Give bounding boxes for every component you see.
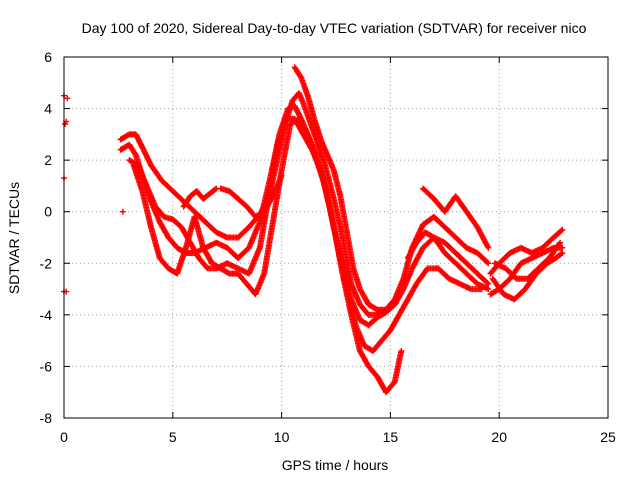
chart-title: Day 100 of 2020, Sidereal Day-to-day VTE… bbox=[82, 20, 587, 36]
data-point bbox=[119, 208, 126, 215]
series-track-4 bbox=[130, 115, 405, 396]
series-track-6 bbox=[217, 172, 285, 220]
data-point bbox=[558, 250, 565, 257]
x-tick-label: 0 bbox=[60, 429, 68, 445]
series-track-9 bbox=[404, 229, 492, 293]
y-tick-label: 0 bbox=[44, 204, 52, 220]
series-track-5 bbox=[291, 64, 389, 313]
data-point bbox=[558, 227, 565, 234]
data-point bbox=[485, 244, 492, 251]
data-point bbox=[398, 348, 405, 354]
plot-frame bbox=[63, 56, 609, 419]
data-point bbox=[485, 286, 492, 293]
data-point bbox=[485, 260, 492, 267]
data-point bbox=[278, 172, 285, 179]
data-point bbox=[484, 259, 491, 266]
x-tick-label: 5 bbox=[169, 429, 177, 445]
series-track-8 bbox=[420, 185, 492, 251]
y-tick-label: 4 bbox=[44, 101, 52, 117]
series-track-10 bbox=[487, 226, 566, 277]
data-point bbox=[212, 186, 219, 193]
x-axis-title: GPS time / hours bbox=[282, 457, 389, 473]
x-tick-label: 10 bbox=[274, 429, 290, 445]
data-point bbox=[559, 250, 566, 256]
series-track-13 bbox=[491, 239, 564, 282]
y-tick-label: 6 bbox=[44, 49, 52, 65]
data-point bbox=[559, 226, 566, 233]
data-point bbox=[556, 240, 563, 247]
data-point bbox=[559, 244, 566, 251]
data-point bbox=[383, 306, 389, 313]
data-point bbox=[557, 239, 564, 246]
data-marks bbox=[61, 64, 566, 396]
y-tick-label: -4 bbox=[40, 307, 53, 323]
data-point bbox=[485, 280, 492, 287]
y-tick-label: -2 bbox=[40, 255, 53, 271]
x-tick-label: 15 bbox=[383, 429, 399, 445]
data-point bbox=[213, 185, 220, 192]
y-tick-label: -8 bbox=[40, 410, 53, 426]
series-track-12 bbox=[489, 250, 566, 303]
y-tick-label: -6 bbox=[40, 358, 53, 374]
x-tick-label: 20 bbox=[491, 429, 507, 445]
series-isolated bbox=[61, 92, 126, 295]
axis-ticks: 0 5 10 15 20 25 -8 -6 -4 -2 0 2 4 6 bbox=[40, 49, 616, 445]
data-point bbox=[64, 95, 71, 102]
y-axis-title: SDTVAR / TECUs bbox=[6, 182, 22, 294]
x-tick-label: 25 bbox=[600, 429, 616, 445]
data-point bbox=[484, 279, 491, 286]
y-tick-label: 2 bbox=[44, 152, 52, 168]
series-track-7 bbox=[180, 185, 220, 210]
